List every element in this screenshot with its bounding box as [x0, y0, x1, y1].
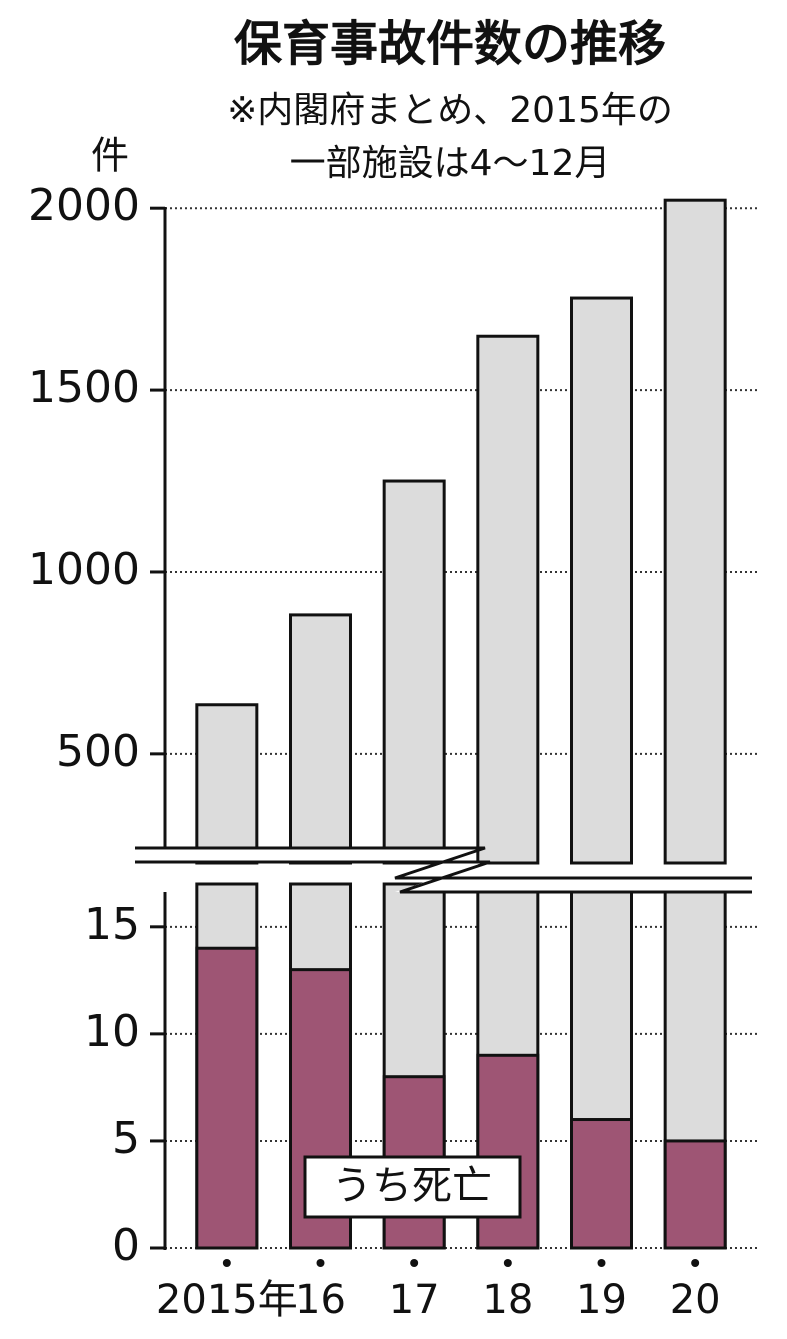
chart-subtitle: 一部施設は4～12月	[290, 143, 611, 184]
category-dot	[222, 1259, 231, 1267]
bar	[570, 1118, 633, 1250]
category-dot	[597, 1259, 606, 1267]
bar	[195, 946, 259, 1250]
bar	[289, 613, 352, 865]
x-tick-label: 18	[482, 1277, 533, 1323]
bar	[382, 479, 446, 865]
bars	[195, 198, 727, 1250]
chart-title: 保育事故件数の推移	[234, 16, 666, 72]
y-tick-label: 5	[112, 1113, 140, 1164]
grid	[150, 206, 760, 1250]
bar	[570, 296, 633, 865]
y-axis-label: 件	[91, 134, 129, 178]
y-tick-label: 1500	[28, 362, 140, 413]
x-tick-label: 2015年	[156, 1277, 298, 1323]
chart-subtitle: ※内閣府まとめ、2015年の	[227, 90, 673, 131]
bar	[663, 198, 727, 865]
bar	[476, 1053, 540, 1250]
x-tick-label: 16	[295, 1277, 346, 1323]
y-tick-label: 10	[84, 1006, 140, 1057]
x-tick-label: 17	[389, 1277, 440, 1323]
annotation: うち死亡	[332, 1163, 492, 1209]
category-dot	[410, 1259, 419, 1267]
y-tick-label: 500	[56, 726, 140, 777]
x-tick-label: 20	[670, 1277, 721, 1323]
x-tick-label: 19	[576, 1277, 627, 1323]
category-dot	[316, 1259, 325, 1267]
y-tick-label: 15	[84, 899, 140, 950]
category-dot	[503, 1259, 512, 1267]
bar	[476, 334, 540, 865]
y-tick-label: 0	[112, 1220, 140, 1271]
annotation-box	[303, 1155, 522, 1219]
axis-break	[135, 846, 752, 894]
break-band	[135, 848, 752, 892]
bar	[195, 703, 259, 865]
bar	[663, 1139, 727, 1250]
break-line	[135, 860, 752, 894]
y-tick-label: 2000	[28, 180, 140, 231]
y-tick-label: 1000	[28, 544, 140, 595]
category-dot	[691, 1259, 700, 1267]
